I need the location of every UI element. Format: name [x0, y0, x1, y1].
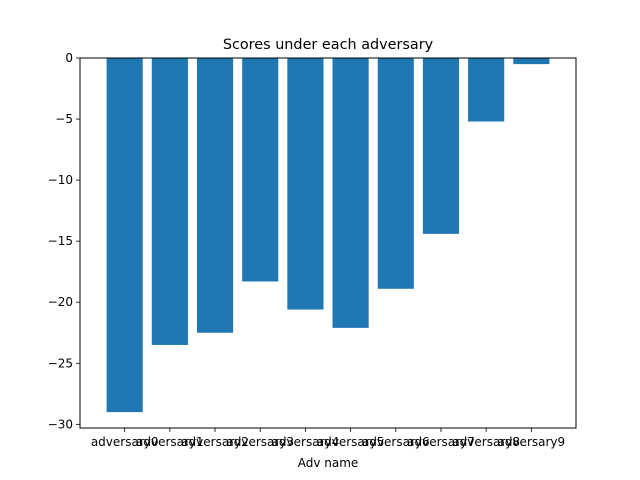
plot-frame: [79, 57, 577, 429]
bar-adversary3: [242, 58, 279, 282]
y-tick-label: −30: [48, 417, 73, 431]
y-tick-label: −15: [48, 234, 73, 248]
y-axis: 0 −5 −10 −15 −20 −25 −30: [48, 51, 80, 431]
bar-adversary8: [468, 58, 505, 122]
x-tick-label: adversary6: [362, 435, 430, 449]
y-tick-label: 0: [65, 51, 73, 65]
bar-adversary6: [377, 58, 414, 289]
bars-group: [106, 58, 550, 413]
bar-adversary2: [196, 58, 234, 333]
bar-adversary1: [151, 58, 188, 345]
x-axis-label: Adv name: [298, 456, 359, 470]
bar-adversary0: [106, 58, 143, 413]
bar-adversary4: [287, 58, 324, 310]
x-tick-label: adversary8: [452, 435, 520, 449]
y-tick-label: −10: [48, 173, 73, 187]
y-tick-label: −5: [55, 112, 73, 126]
x-tick-label: adversary3: [226, 435, 294, 449]
x-axis: adversary0adversary1adversary2adversary3…: [91, 428, 565, 449]
y-tick-label: −20: [48, 295, 73, 309]
bar-adversary5: [332, 58, 369, 328]
bar-adversary9: [513, 58, 550, 65]
x-tick-label: adversary5: [317, 435, 385, 449]
x-tick-label: adversary4: [272, 435, 340, 449]
x-tick-label: adversary1: [136, 435, 204, 449]
x-tick-label: adversary7: [407, 435, 475, 449]
x-tick-label: adversary9: [497, 435, 565, 449]
y-tick-label: −25: [48, 356, 73, 370]
x-tick-label: adversary2: [181, 435, 249, 449]
x-tick-label: adversary0: [91, 435, 159, 449]
chart-title: Scores under each adversary: [223, 37, 434, 53]
bar-adversary7: [422, 58, 460, 234]
